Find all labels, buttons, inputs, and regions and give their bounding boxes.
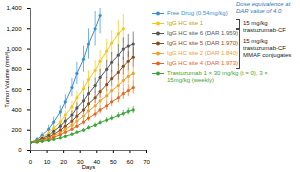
svg-text:1,000: 1,000: [6, 46, 22, 52]
svg-text:Tumor Volume (mm³): Tumor Volume (mm³): [4, 51, 10, 107]
svg-text:70: 70: [143, 159, 150, 165]
svg-text:1,400: 1,400: [6, 5, 22, 11]
svg-text:Days: Days: [82, 164, 96, 170]
html-text:IgG HC site 5 (DAR 1.970): IgG HC site 5 (DAR 1.970): [167, 40, 238, 46]
svg-text:0: 0: [29, 159, 33, 165]
svg-text:200: 200: [11, 127, 22, 133]
svg-text:40: 40: [93, 158, 101, 165]
html-text:IgG HC site 1: IgG HC site 1: [167, 20, 203, 26]
svg-text:1,200: 1,200: [6, 26, 22, 32]
svg-text:30: 30: [76, 158, 84, 165]
svg-text:600: 600: [11, 87, 22, 93]
html-text:Dose equivalence at DAR value: Dose equivalence at DAR value of 4.0: [236, 1, 291, 14]
svg-text:50: 50: [110, 159, 117, 165]
html-text:IgG HC site 2 (DAR 1.840): IgG HC site 2 (DAR 1.840): [167, 50, 238, 56]
html-text:IgG HC site 6 (DAR 1.959): IgG HC site 6 (DAR 1.959): [167, 30, 238, 36]
html-text:Free Drug (0.54mg/kg): Free Drug (0.54mg/kg): [167, 10, 228, 16]
svg-text:10: 10: [44, 159, 51, 165]
html-text:Trastuzumab 1 × 30 mg/kg (t =: Trastuzumab 1 × 30 mg/kg (t = 0), 3 × 15…: [167, 70, 268, 83]
svg-text:20: 20: [60, 159, 67, 165]
html-text:IgG HC site 4 (DAR 1.973): IgG HC site 4 (DAR 1.973): [167, 60, 238, 66]
svg-text:400: 400: [11, 107, 22, 113]
svg-text:60: 60: [127, 159, 134, 165]
svg-text:0: 0: [18, 147, 22, 153]
svg-text:800: 800: [11, 66, 22, 72]
html-text:15 mg/kg trastuzumab-CF: 15 mg/kg trastuzumab-CF: [243, 20, 286, 33]
html-text:15 mg/kg trastuzumab-CF MMAF c: 15 mg/kg trastuzumab-CF MMAF conjugates: [243, 38, 292, 58]
